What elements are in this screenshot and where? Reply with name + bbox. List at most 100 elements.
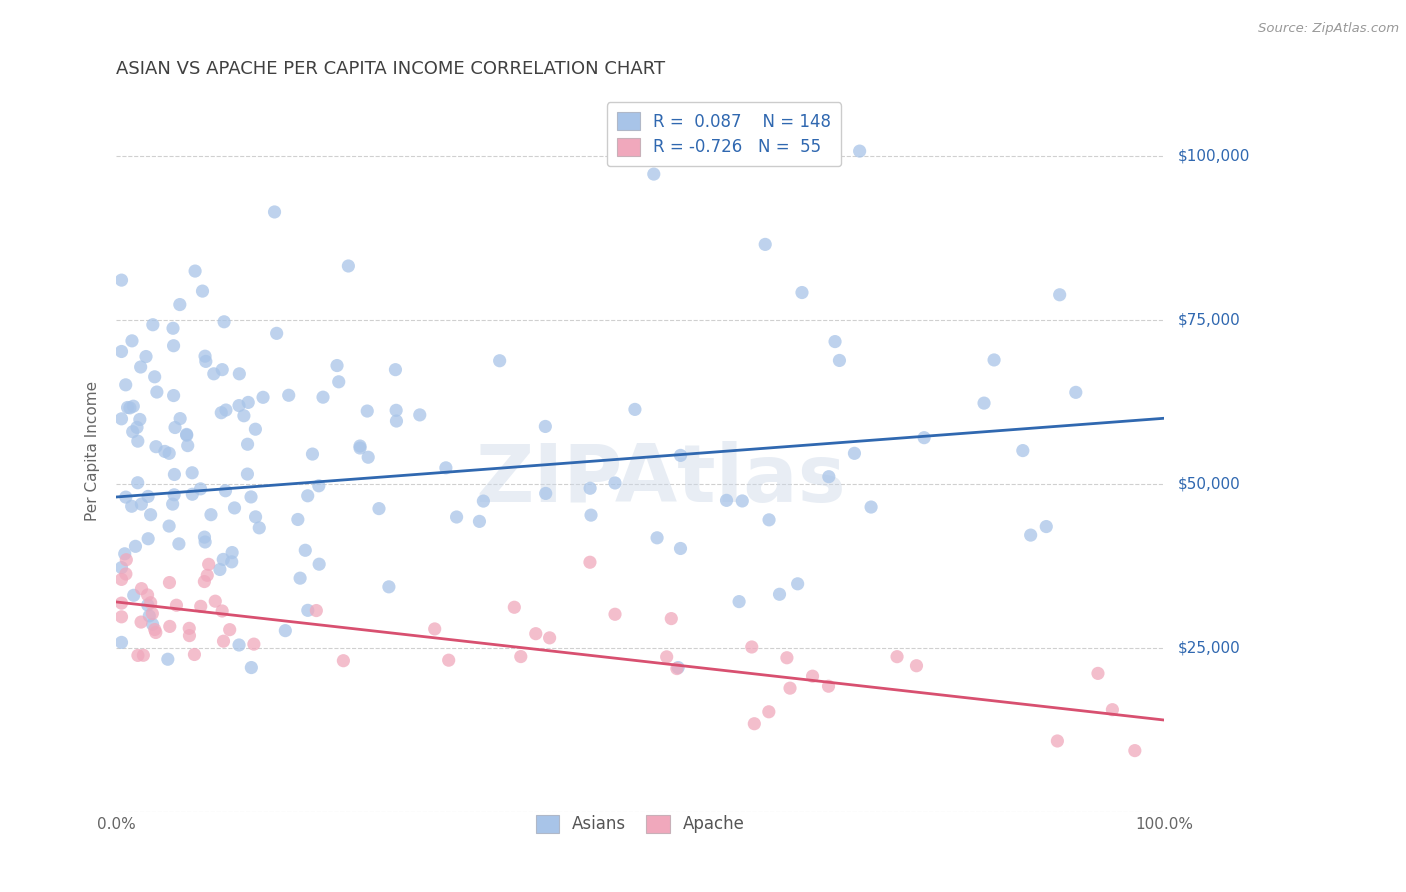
Point xyxy=(110,635,132,649)
Text: $25,000: $25,000 xyxy=(1178,640,1240,656)
Point xyxy=(603,475,626,490)
Point xyxy=(305,603,328,617)
Point xyxy=(110,344,132,359)
Point xyxy=(665,662,688,676)
Text: ASIAN VS APACHE PER CAPITA INCOME CORRELATION CHART: ASIAN VS APACHE PER CAPITA INCOME CORREL… xyxy=(117,60,665,78)
Point xyxy=(287,512,309,526)
Point xyxy=(190,482,212,496)
Point xyxy=(247,521,270,535)
Point xyxy=(368,501,391,516)
Point xyxy=(110,273,132,287)
Point xyxy=(156,652,179,666)
Point xyxy=(659,611,682,625)
Point xyxy=(824,334,846,349)
Point xyxy=(786,577,808,591)
Point xyxy=(157,446,180,460)
Point xyxy=(236,437,259,451)
Point xyxy=(194,354,217,368)
Point xyxy=(503,600,526,615)
Point xyxy=(114,490,136,504)
Point xyxy=(384,362,406,376)
Point xyxy=(385,403,408,417)
Point xyxy=(1123,743,1146,757)
Text: ZIPAtlas: ZIPAtlas xyxy=(475,441,846,519)
Point xyxy=(624,402,647,417)
Point xyxy=(139,508,162,522)
Point xyxy=(337,259,360,273)
Point xyxy=(218,623,240,637)
Point xyxy=(240,660,263,674)
Point xyxy=(132,648,155,663)
Point xyxy=(643,167,665,181)
Point xyxy=(332,654,354,668)
Point xyxy=(179,621,201,635)
Text: $75,000: $75,000 xyxy=(1178,312,1240,327)
Point xyxy=(245,509,267,524)
Point xyxy=(204,594,226,608)
Point xyxy=(110,596,132,610)
Point xyxy=(114,377,136,392)
Point xyxy=(146,385,169,400)
Point xyxy=(163,488,186,502)
Point xyxy=(165,598,187,612)
Point xyxy=(143,623,166,637)
Point xyxy=(434,460,457,475)
Point xyxy=(228,399,250,413)
Point xyxy=(142,617,165,632)
Point xyxy=(121,425,143,439)
Point xyxy=(669,541,692,556)
Point xyxy=(579,555,602,569)
Point xyxy=(195,568,218,582)
Point xyxy=(200,508,222,522)
Point xyxy=(159,575,181,590)
Text: $100,000: $100,000 xyxy=(1178,148,1250,163)
Point xyxy=(145,440,167,454)
Point xyxy=(163,467,186,482)
Point xyxy=(169,297,191,311)
Point xyxy=(252,390,274,404)
Point xyxy=(534,419,557,434)
Point xyxy=(385,414,408,428)
Point xyxy=(194,535,217,549)
Point xyxy=(197,558,219,572)
Point xyxy=(183,648,205,662)
Point xyxy=(228,367,250,381)
Point xyxy=(122,399,145,413)
Point xyxy=(214,483,236,498)
Point xyxy=(356,404,378,418)
Point xyxy=(162,321,184,335)
Point xyxy=(125,420,148,434)
Point xyxy=(645,531,668,545)
Point xyxy=(983,353,1005,368)
Point xyxy=(190,599,212,614)
Point xyxy=(378,580,401,594)
Point xyxy=(202,367,225,381)
Point xyxy=(349,441,371,455)
Point xyxy=(579,508,602,523)
Point xyxy=(817,469,839,483)
Point xyxy=(177,439,200,453)
Point xyxy=(224,500,246,515)
Point xyxy=(297,603,319,617)
Point xyxy=(357,450,380,465)
Point xyxy=(136,490,159,504)
Point xyxy=(488,353,510,368)
Point xyxy=(277,388,299,402)
Point xyxy=(754,237,776,252)
Point xyxy=(758,705,780,719)
Point xyxy=(308,479,330,493)
Point xyxy=(110,412,132,426)
Point xyxy=(349,439,371,453)
Point xyxy=(328,375,350,389)
Point xyxy=(157,519,180,533)
Point xyxy=(176,427,198,442)
Point xyxy=(768,587,790,601)
Point xyxy=(1011,443,1033,458)
Point xyxy=(121,334,143,348)
Point xyxy=(221,555,243,569)
Point xyxy=(905,658,928,673)
Point xyxy=(162,388,184,402)
Point xyxy=(534,486,557,500)
Point xyxy=(243,637,266,651)
Point xyxy=(509,649,531,664)
